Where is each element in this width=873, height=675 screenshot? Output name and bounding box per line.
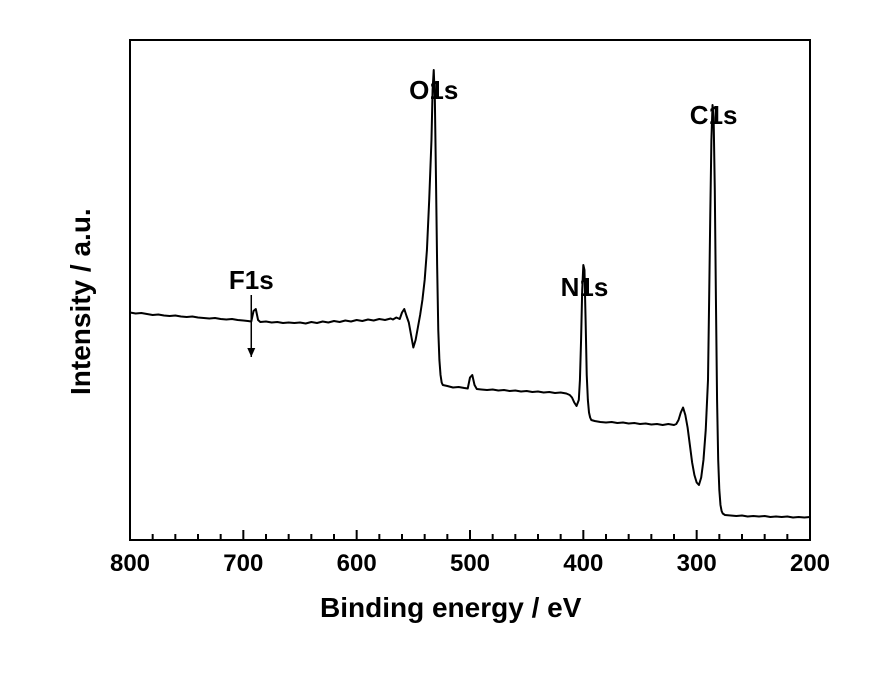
x-axis-label: Binding energy / eV bbox=[320, 592, 581, 624]
x-tick-label: 300 bbox=[677, 550, 717, 578]
x-tick-label: 200 bbox=[790, 550, 830, 578]
x-tick-label: 500 bbox=[450, 550, 490, 578]
peak-label: O1s bbox=[409, 75, 458, 106]
peak-label: F1s bbox=[229, 265, 274, 296]
peak-label: N1s bbox=[561, 272, 609, 303]
x-tick-label: 600 bbox=[337, 550, 377, 578]
x-tick-label: 700 bbox=[223, 550, 263, 578]
x-tick-label: 800 bbox=[110, 550, 150, 578]
xps-spectrum-chart: Intensity / a.u. Binding energy / eV 800… bbox=[0, 0, 873, 675]
y-axis-label: Intensity / a.u. bbox=[65, 208, 97, 395]
peak-label: C1s bbox=[690, 100, 738, 131]
x-tick-label: 400 bbox=[563, 550, 603, 578]
